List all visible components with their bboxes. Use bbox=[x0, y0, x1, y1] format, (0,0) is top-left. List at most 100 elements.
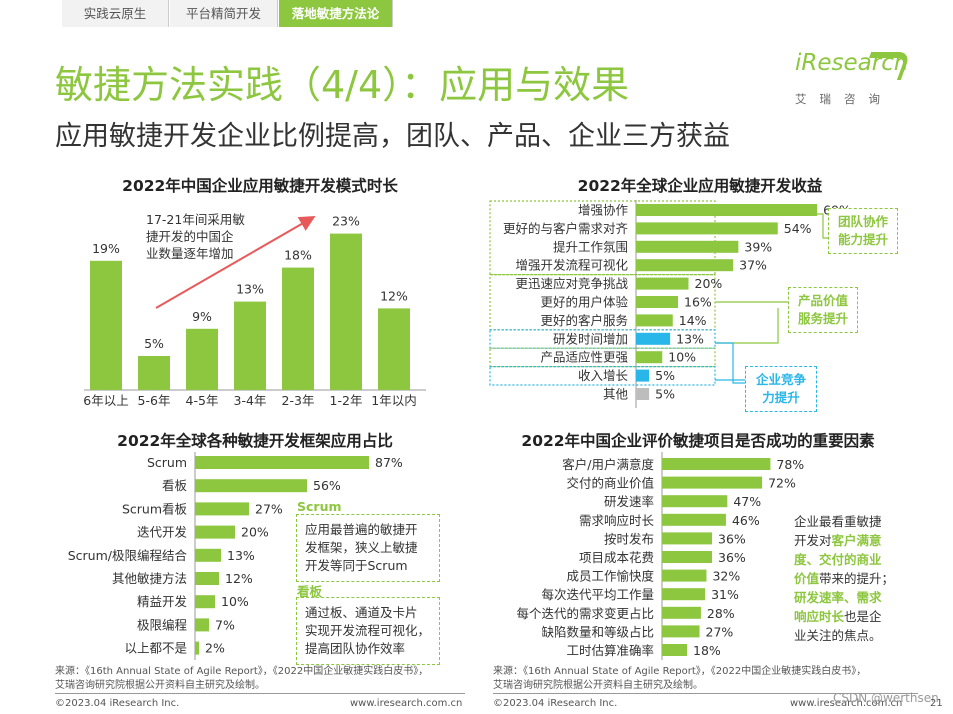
chart3-value-label: 13% bbox=[227, 548, 255, 563]
chart1-annotation: 17-21年间采用敏 bbox=[146, 212, 245, 227]
chart2-value-label: 5% bbox=[655, 368, 675, 383]
chart3-title: 2022年全球各种敏捷开发框架应用占比 bbox=[117, 432, 393, 450]
chart3-category-label: 极限编程 bbox=[137, 617, 188, 632]
chart3-bar bbox=[195, 548, 221, 562]
chart4-category-label: 项目成本花费 bbox=[579, 550, 654, 565]
chart3-category-label: 迭代开发 bbox=[137, 525, 188, 540]
chart4-category-label: 按时发布 bbox=[604, 531, 654, 546]
chart4-value-label: 78% bbox=[776, 457, 804, 472]
chart4-category-label: 工时估算准确率 bbox=[566, 643, 654, 658]
chart2-category-label: 更好的用户体验 bbox=[540, 295, 628, 310]
chart2-value-label: 39% bbox=[744, 239, 772, 254]
chart1-category-label: 1年以内 bbox=[371, 393, 416, 408]
chart1-bar bbox=[138, 356, 170, 390]
chart4-bar bbox=[662, 625, 700, 638]
tab-agile[interactable]: 落地敏捷方法论 bbox=[279, 0, 393, 27]
note-kanban-head: 看板 bbox=[297, 584, 323, 599]
chart1-annotation: 捷开发的中国企 bbox=[146, 229, 234, 244]
chart2-category-label: 研发时间增加 bbox=[553, 331, 628, 346]
chart3-bar bbox=[195, 525, 235, 539]
chart2-value-label: 20% bbox=[695, 276, 723, 291]
chart3-category-label: 精益开发 bbox=[137, 594, 188, 609]
chart1-category-label: 3-4年 bbox=[234, 393, 267, 408]
chart4-bar bbox=[662, 551, 713, 563]
chart2-bar bbox=[636, 351, 663, 364]
page-title: 敏捷方法实践（4/4）：应用与效果 bbox=[55, 63, 630, 107]
chart2-bar bbox=[636, 204, 818, 216]
chart4-bar bbox=[662, 476, 763, 489]
chart4-value-label: 46% bbox=[732, 513, 760, 528]
chart4-bar bbox=[662, 644, 688, 656]
tab-cloud-native[interactable]: 实践云原生 bbox=[62, 0, 169, 27]
site-left[interactable]: www.iresearch.com.cn bbox=[350, 698, 463, 709]
chart3-bar bbox=[195, 572, 219, 585]
chart1-value-label: 18% bbox=[284, 248, 312, 263]
watermark: CSDN @werthsen bbox=[833, 691, 939, 705]
chart2-category-label: 更好的与客户需求对齐 bbox=[503, 221, 629, 236]
chart2-value-label: 10% bbox=[668, 350, 696, 365]
site-right[interactable]: www.iresearch.com.cn bbox=[790, 698, 903, 709]
chart2-group-box bbox=[489, 329, 716, 349]
chart2-category-label: 收入增长 bbox=[578, 368, 629, 383]
chart3-value-label: 7% bbox=[215, 617, 235, 632]
chart2-bar bbox=[636, 314, 673, 327]
chart1-bar bbox=[330, 233, 362, 390]
chart4-value-label: 36% bbox=[718, 531, 746, 546]
chart4-value-label: 47% bbox=[733, 494, 761, 509]
chart1-title: 2022年中国企业应用敏捷开发模式时长 bbox=[122, 177, 398, 195]
chart2-bar bbox=[636, 296, 678, 308]
chart1-category-label: 5-6年 bbox=[138, 393, 171, 408]
chart3-value-label: 87% bbox=[375, 455, 403, 470]
chart1-value-label: 5% bbox=[144, 336, 164, 351]
footer-divider-right bbox=[493, 693, 918, 694]
chart2-bar bbox=[636, 332, 671, 345]
chart2-category-label: 其他 bbox=[603, 387, 629, 402]
chart1-bar bbox=[186, 328, 218, 390]
chart4-category-label: 客户/用户满意度 bbox=[562, 457, 654, 472]
chart2-connector-enterprise bbox=[715, 342, 745, 384]
chart4-value-label: 27% bbox=[706, 624, 734, 639]
chart1-value-label: 12% bbox=[380, 288, 408, 303]
chart3-value-label: 2% bbox=[205, 641, 225, 656]
chart2-connector-team bbox=[715, 213, 828, 239]
chart1-bar bbox=[90, 260, 122, 390]
source-right: 来源：《16th Annual State of Agile Report》，《… bbox=[493, 666, 867, 691]
chart2-group-box bbox=[489, 347, 716, 368]
chart2-title: 2022年全球企业应用敏捷开发收益 bbox=[577, 177, 823, 195]
chart4-value-label: 31% bbox=[711, 587, 739, 602]
chart3-value-label: 10% bbox=[221, 594, 249, 609]
chart2-value-label: 16% bbox=[684, 295, 712, 310]
chart1-value-label: 23% bbox=[332, 214, 360, 229]
chart1-bar bbox=[378, 308, 410, 390]
chart1-category-label: 2-3年 bbox=[282, 393, 315, 408]
chart4-bar bbox=[662, 458, 771, 470]
source-left: 来源：《16th Annual State of Agile Report》，《… bbox=[55, 666, 429, 691]
chart2: 增强协作69%更好的与客户需求对齐54%提升工作氛围39%增强开发流程可视化37… bbox=[489, 200, 851, 408]
chart4-value-label: 18% bbox=[693, 643, 721, 658]
chart1-bar bbox=[282, 267, 314, 390]
chart1-category-label: 6年以上 bbox=[83, 393, 128, 408]
note-scrum-head: Scrum bbox=[297, 499, 342, 514]
chart3-category-label: 其他敏捷方法 bbox=[112, 571, 187, 586]
chart3-category-label: 看板 bbox=[162, 478, 188, 493]
callout-team: 团队协作 能力提升 bbox=[828, 208, 898, 254]
chart4-category-label: 交付的商业价值 bbox=[566, 476, 654, 491]
chart1-bar bbox=[234, 301, 266, 390]
chart3: Scrum 87%看板 56%Scrum看板 27%迭代开发 20%Scrum/极限编程… bbox=[68, 452, 403, 660]
factor-note: 企业最看重敏捷 开发对客户满意 度、交付的商业 价值带来的提升； 研发速率、需求… bbox=[794, 514, 895, 643]
chart3-bar bbox=[195, 595, 215, 609]
chart4: 客户/用户满意度 78% 交付的商业价值 72% 研发速率 47% 需求响应时长 46% 按时发… bbox=[516, 452, 804, 660]
copyright-right: ©2023.04 iResearch Inc. bbox=[493, 698, 618, 709]
chart1-annotation: 业数量逐年增加 bbox=[146, 246, 234, 261]
chart2-bar bbox=[636, 222, 778, 235]
chart4-bar bbox=[662, 495, 728, 508]
chart4-category-label: 成员工作愉快度 bbox=[566, 569, 654, 584]
chart4-value-label: 72% bbox=[768, 476, 796, 491]
logo: iResearch bbox=[795, 50, 909, 76]
chart4-value-label: 36% bbox=[718, 550, 746, 565]
chart1-category-label: 1-2年 bbox=[330, 393, 363, 408]
tab-platform-dev[interactable]: 平台精简开发 bbox=[170, 0, 278, 27]
chart2-value-label: 13% bbox=[676, 331, 704, 346]
chart4-category-label: 需求响应时长 bbox=[579, 513, 655, 528]
page-subtitle: 应用敏捷开发企业比例提高，团队、产品、企业三方获益 bbox=[55, 121, 730, 152]
